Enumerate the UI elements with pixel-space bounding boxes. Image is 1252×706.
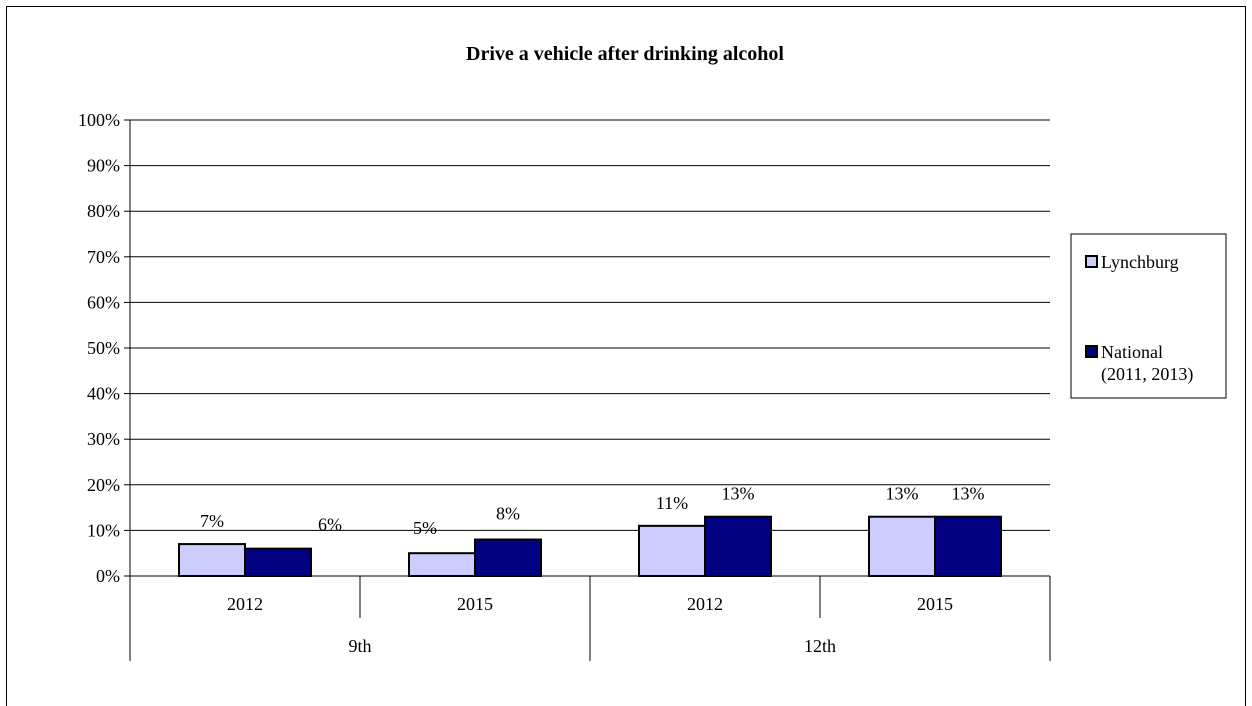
data-label: 11% [656, 493, 688, 513]
chart-title: Drive a vehicle after drinking alcohol [466, 43, 784, 65]
bar [244, 547, 312, 578]
y-tick-label: 50% [87, 338, 120, 358]
bars: 7% 6% 5% 8% 11% 13% 13% 13% [178, 484, 1002, 578]
bar [408, 552, 476, 578]
y-tick-label: 90% [87, 156, 120, 176]
y-tick-label: 80% [87, 201, 120, 221]
y-tick-label: 100% [78, 110, 120, 130]
y-tick-label: 20% [87, 475, 120, 495]
legend-swatch [1085, 345, 1098, 358]
legend-label: National [1101, 342, 1163, 362]
bar [934, 515, 1002, 577]
x-tick-label: 2015 [917, 594, 953, 614]
bar [868, 515, 936, 577]
legend-label: Lynchburg [1101, 252, 1179, 272]
chart-frame [6, 6, 1246, 706]
legend: Lynchburg National(2011, 2013) [1070, 233, 1227, 399]
y-tick-label: 30% [87, 429, 120, 449]
bar [704, 515, 772, 577]
data-label: 13% [722, 484, 755, 504]
y-tick-label: 70% [87, 247, 120, 267]
data-label: 13% [952, 484, 985, 504]
x-tick-label: 2012 [687, 594, 723, 614]
data-label: 13% [886, 484, 919, 504]
y-axis: 0% 10% 20% 30% 40% 50% 60% 70% 80% 90% 100% [78, 110, 131, 586]
data-label: 5% [413, 518, 437, 538]
y-tick-label: 40% [87, 384, 120, 404]
gridlines [130, 119, 1050, 577]
legend-label-line2: (2011, 2013) [1101, 364, 1193, 385]
data-label: 8% [496, 504, 520, 524]
x-group-label: 12th [804, 636, 836, 656]
x-axis: 2012 2015 2012 2015 9th 12th [129, 576, 1051, 661]
bar [638, 524, 706, 578]
bar [178, 543, 246, 578]
y-tick-label: 60% [87, 292, 120, 312]
x-tick-label: 2015 [457, 594, 493, 614]
y-tick-label: 0% [96, 566, 120, 586]
y-tick-label: 10% [87, 520, 120, 540]
data-label: 6% [318, 515, 342, 535]
x-tick-label: 2012 [227, 594, 263, 614]
data-label: 7% [200, 511, 224, 531]
legend-swatch [1085, 255, 1098, 268]
x-group-label: 9th [348, 636, 371, 656]
bar [474, 538, 542, 578]
